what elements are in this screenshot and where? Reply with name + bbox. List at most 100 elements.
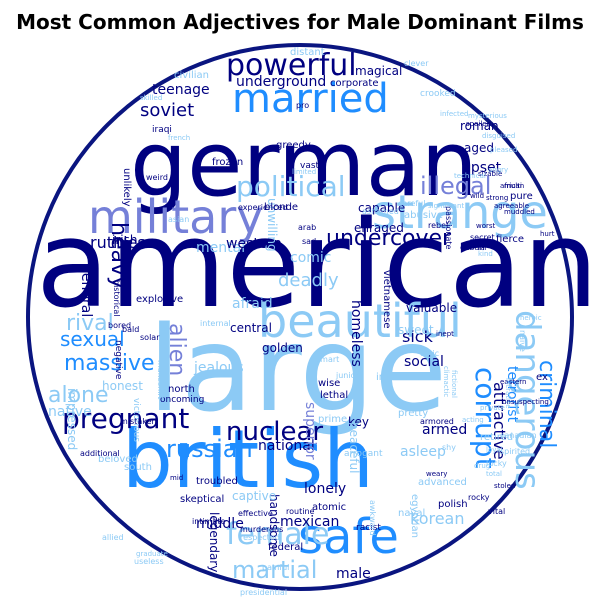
word-painful: painful — [262, 563, 289, 572]
word-secret: secret — [470, 233, 495, 242]
word-corporate: corporate — [330, 78, 379, 89]
word-explosive: explosive — [136, 294, 183, 305]
word-ex: ex — [536, 372, 548, 383]
word-capable: capable — [358, 201, 405, 215]
word-honest: honest — [102, 379, 143, 393]
word-naive: naive — [518, 330, 527, 352]
word-african: african — [500, 182, 524, 190]
word-strong: strong — [486, 194, 508, 202]
word-ruthless: ruthless — [90, 233, 154, 252]
word-polish: polish — [438, 499, 468, 510]
word-naval: naval — [398, 508, 425, 519]
word-south: south — [124, 462, 152, 473]
word-comic: comic — [290, 250, 332, 266]
word-pro: pro — [296, 101, 309, 110]
word-general: general — [78, 264, 94, 317]
word-sweet: sweet — [398, 323, 434, 337]
word-captive: captive — [232, 489, 276, 503]
word-agreeable: agreeable — [494, 202, 529, 210]
word-shy: shy — [442, 443, 456, 452]
word-crooked: crooked — [420, 89, 456, 99]
word-deadly: deadly — [278, 270, 339, 291]
word-political: political — [236, 170, 346, 203]
word-terrorist: terrorist — [504, 366, 520, 423]
word-spirited: spirited — [500, 447, 530, 456]
word-multi: multi — [504, 182, 522, 190]
word-corrupt: corrupt — [469, 367, 502, 469]
word-fictional: fictional — [450, 370, 458, 398]
word-cuban: cuban — [460, 243, 485, 252]
word-arab: arab — [298, 223, 316, 232]
word-sizable: sizable — [478, 170, 502, 178]
word-powerful: powerful — [226, 48, 357, 83]
word-historical: historical — [112, 280, 121, 317]
word-egyptian: egyptian — [409, 494, 420, 538]
word-vital: vital — [488, 507, 505, 516]
word-toxic: toxic — [420, 349, 439, 358]
word-abusive: abusive — [404, 210, 443, 221]
word-strange: strange — [372, 185, 548, 239]
word-worst: worst — [476, 222, 496, 230]
word-technical: technical — [454, 172, 486, 180]
word-private: private — [480, 404, 505, 412]
word-experienced: experienced — [238, 203, 287, 212]
word-murderous: murderous — [240, 525, 283, 534]
word-presidential: presidential — [240, 588, 287, 597]
word-criminal: criminal — [534, 360, 559, 448]
word-alone: alone — [48, 383, 109, 408]
word-north: north — [168, 384, 195, 395]
word-limited: limited — [292, 168, 316, 176]
word-infamous: infamous — [376, 372, 422, 383]
word-military: military — [88, 190, 264, 244]
word-rocky: rocky — [468, 493, 490, 502]
word-troubled: troubled — [196, 476, 238, 487]
word-careful: careful — [398, 199, 425, 208]
word-significant: significant — [428, 202, 464, 210]
word-stolen: stolen — [494, 482, 515, 490]
word-key: key — [348, 415, 369, 429]
word-drug: drug — [474, 462, 490, 470]
word-lucky: lucky — [486, 459, 507, 468]
word-wise: wise — [318, 378, 340, 389]
word-mistaken: mistaken — [120, 417, 157, 426]
word-social: social — [404, 354, 444, 370]
word-climactic: climactic — [442, 366, 450, 397]
word-mental: mental — [196, 240, 245, 256]
word-sad: sad — [302, 237, 316, 246]
word-smart: smart — [316, 355, 339, 364]
word-sick: sick — [402, 327, 434, 346]
word-teenage: teenage — [152, 82, 210, 98]
word-enraged: enraged — [354, 221, 404, 235]
word-irish: irish — [112, 233, 137, 247]
word-married: married — [232, 76, 389, 122]
cloud-outline — [26, 43, 574, 591]
word-civilian: civilian — [174, 70, 209, 81]
word-oncoming: oncoming — [160, 395, 204, 405]
word-skilled: skilled — [140, 94, 162, 102]
word-magical: magical — [355, 64, 402, 78]
word-rebel: rebel — [428, 221, 448, 230]
word-central: central — [230, 321, 272, 335]
word-lonely: lonely — [304, 481, 346, 497]
word-negative: negative — [113, 340, 123, 380]
word-ashamed: ashamed — [362, 207, 399, 216]
word-clever: clever — [404, 59, 429, 68]
word-native: native — [48, 404, 92, 420]
word-lucrative: lucrative — [504, 378, 512, 409]
word-lead: lead — [212, 368, 233, 379]
word-valuable: valuable — [406, 301, 457, 315]
word-distant: distant — [290, 47, 325, 58]
word-greedy: greedy — [276, 140, 311, 151]
word-muddled: muddled — [504, 208, 535, 216]
word-bald: bald — [122, 325, 139, 334]
word-blonde: blonde — [264, 202, 298, 213]
word-wild: wild — [470, 192, 484, 200]
word-asleep: asleep — [400, 444, 446, 460]
word-advanced: advanced — [418, 477, 467, 488]
word-frozen: frozen — [212, 157, 243, 168]
word-racist: racist — [356, 523, 381, 533]
word-golden: golden — [262, 341, 303, 355]
word-national: national — [258, 438, 315, 454]
word-iraqi: iraqi — [152, 125, 172, 135]
word-undercover: undercover — [326, 226, 452, 251]
